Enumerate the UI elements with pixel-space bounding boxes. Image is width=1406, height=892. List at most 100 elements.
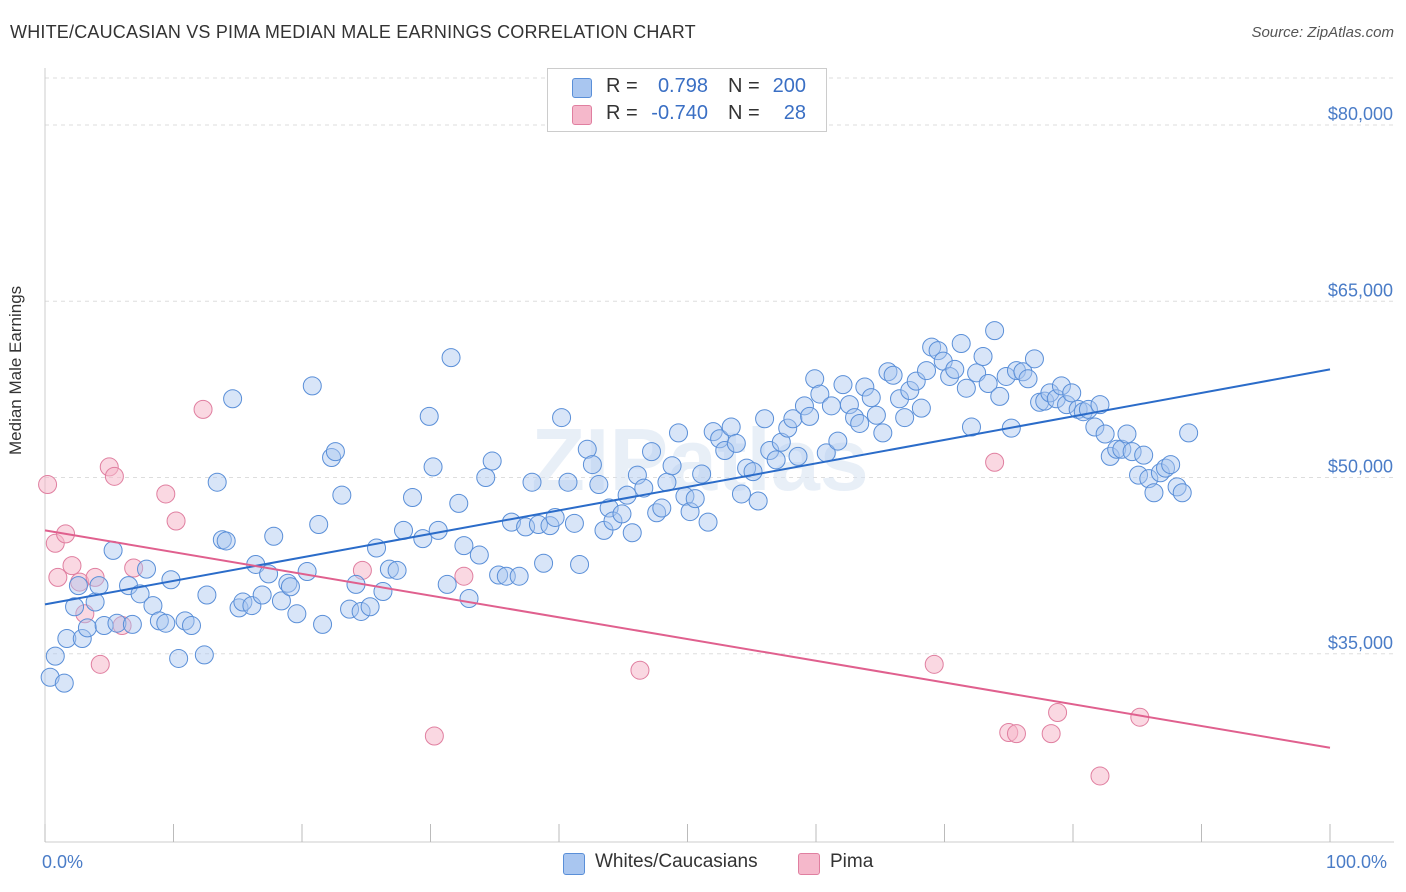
pima-point	[352, 560, 372, 580]
pima-trend-line	[44, 529, 1331, 749]
y-tick-labels: $35,000 $50,000 $65,000 $80,000	[1328, 104, 1393, 653]
whites-point	[309, 515, 329, 534]
pima-point	[1048, 703, 1068, 722]
whites-point	[509, 566, 529, 586]
whites-point	[459, 589, 479, 609]
watermark: ZIPatlas	[531, 410, 868, 509]
whites-point	[313, 614, 333, 634]
whites-point	[169, 648, 189, 668]
legend-row-pima: R = -0.740 N = 28	[548, 102, 826, 128]
legend-swatch-pink	[572, 105, 592, 125]
whites-point	[890, 389, 910, 409]
whites-point	[703, 422, 723, 442]
whites-point	[828, 431, 848, 451]
whites-point	[1018, 369, 1038, 389]
whites-point	[1107, 439, 1127, 459]
source-label: Source: ZipAtlas.com	[1251, 24, 1394, 41]
whites-point	[197, 585, 217, 605]
whites-point	[1161, 455, 1181, 475]
whites-point	[788, 446, 808, 466]
pima-point	[166, 511, 186, 531]
whites-point	[669, 423, 689, 443]
whites-point	[878, 362, 898, 382]
whites-point	[65, 597, 85, 617]
whites-point	[1172, 483, 1192, 503]
whites-point	[1179, 423, 1199, 443]
y-tick-label: $65,000	[1328, 280, 1393, 300]
whites-point	[794, 396, 814, 416]
y-tick-label: $50,000	[1328, 457, 1393, 477]
whites-point	[900, 381, 920, 401]
whites-point	[40, 667, 60, 687]
whites-point	[1057, 395, 1077, 415]
whites-point	[642, 442, 662, 462]
whites-point	[469, 545, 489, 565]
whites-point	[1062, 383, 1082, 403]
whites-point	[552, 408, 572, 428]
whites-point	[1117, 424, 1137, 444]
y-axis-label: Median Male Earnings	[6, 285, 25, 455]
whites-point	[264, 526, 284, 546]
whites-point	[522, 472, 542, 492]
whites-point	[990, 386, 1010, 406]
whites-point	[783, 409, 803, 429]
whites-point	[54, 673, 74, 693]
whites-points	[40, 321, 1199, 693]
pima-point	[1090, 766, 1110, 786]
pima-point	[1006, 724, 1026, 744]
pima-point	[48, 567, 68, 587]
whites-point	[634, 478, 654, 498]
whites-point	[589, 475, 609, 495]
whites-point	[911, 398, 931, 418]
pima-point	[985, 452, 1005, 472]
legend-n-value: 200	[772, 75, 806, 97]
whites-point	[1167, 477, 1187, 497]
whites-point	[373, 581, 393, 601]
whites-point	[332, 485, 352, 505]
whites-point	[778, 418, 798, 438]
whites-point	[873, 423, 893, 443]
legend-box: R = 0.798 N = 200 R = -0.740 N = 28	[547, 68, 827, 132]
pima-point	[924, 654, 944, 674]
whites-point	[883, 365, 903, 385]
whites-point	[622, 523, 642, 543]
whites-point	[748, 491, 768, 511]
whites-point	[449, 493, 469, 513]
whites-point	[271, 591, 291, 611]
legend-r-label: R =	[606, 102, 638, 124]
whites-point	[1134, 445, 1154, 465]
whites-point	[755, 409, 775, 429]
legend-swatch-blue	[572, 78, 592, 98]
bottom-legend-swatch-blue	[563, 853, 585, 875]
pima-point	[104, 466, 124, 486]
whites-point	[137, 559, 157, 579]
whites-point	[582, 455, 602, 475]
whites-point	[1144, 483, 1164, 503]
whites-point	[423, 457, 443, 477]
whites-point	[564, 513, 584, 533]
whites-point	[917, 361, 937, 381]
trend-lines	[44, 368, 1331, 749]
legend-r-label: R =	[606, 75, 638, 97]
whites-point	[978, 374, 998, 393]
whites-point	[743, 462, 763, 482]
pima-point	[424, 726, 444, 746]
pima-point	[1041, 724, 1061, 744]
whites-point	[731, 484, 751, 504]
whites-trend-line	[44, 368, 1331, 606]
whites-point	[928, 341, 948, 361]
whites-point	[839, 395, 859, 415]
pima-point	[630, 660, 650, 680]
whites-point	[662, 456, 682, 476]
whites-point	[692, 464, 712, 484]
pima-point	[90, 654, 110, 674]
whites-point	[489, 565, 509, 585]
whites-point	[379, 559, 399, 579]
whites-point	[302, 376, 322, 396]
whites-point	[558, 472, 578, 492]
whites-point	[810, 384, 830, 404]
whites-point	[726, 433, 746, 453]
whites-point	[156, 613, 176, 633]
pima-point	[38, 475, 58, 495]
whites-point	[207, 472, 227, 492]
